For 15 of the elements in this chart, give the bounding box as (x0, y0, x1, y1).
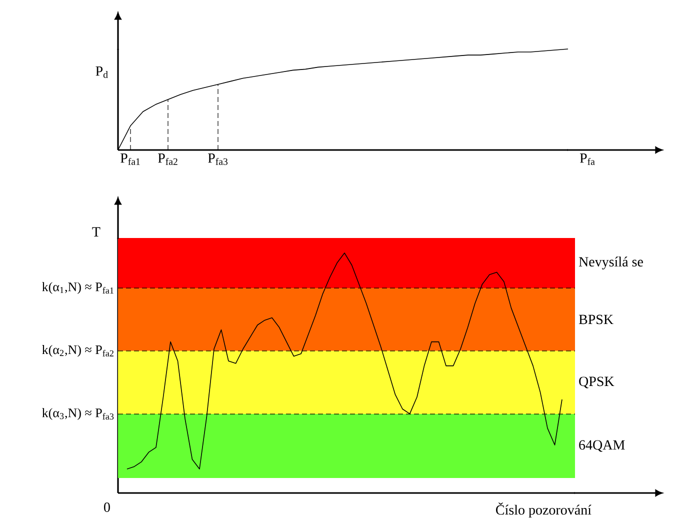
band-label: BPSK (578, 314, 614, 324)
x-axis-title: P$_{fa}$ (580, 154, 595, 165)
x-tick-label: P$_{fa3}$ (208, 154, 228, 165)
ref-line-label: k(α$_{3}$,N) ≈ P$_{fa3}$ (42, 408, 114, 420)
band-label: Nevysílá se (578, 256, 643, 270)
ref-line-label: k(α$_{1}$,N) ≈ P$_{fa1}$ (42, 282, 114, 294)
ref-line-label: k(α$_{2}$,N) ≈ P$_{fa2}$ (42, 345, 114, 357)
band-label: QPSK (579, 376, 614, 388)
y-axis-title: P$_{d}$ (96, 66, 108, 78)
band-label: 64QAM (579, 440, 625, 452)
x-tick-label: P$_{fa2}$ (158, 154, 178, 165)
text: 0 (104, 502, 110, 512)
y-axis-title: T (92, 227, 100, 236)
x-axis-title: Číslo pozorování (496, 502, 592, 518)
x-tick-label: P$_{fa1}$ (120, 154, 140, 165)
